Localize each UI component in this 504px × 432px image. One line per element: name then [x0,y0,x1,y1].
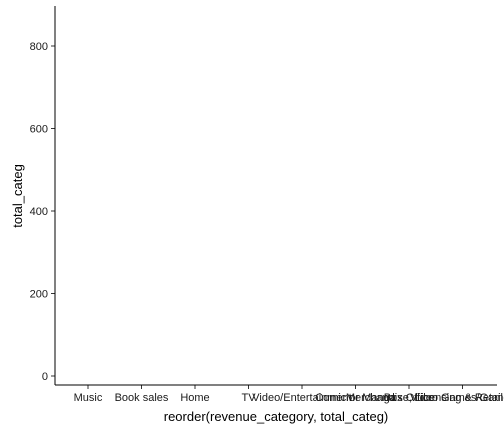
x-tick-label: Comic or Manga [315,392,397,404]
x-tick-label: Video/Entertainment [252,392,351,404]
y-tick-label: 400 [30,206,48,218]
x-axis-ticks: Music Book sales Home TVVideo/Entertainment… [74,385,504,404]
x-axis-title: reorder(revenue_category, total_categ) [164,409,389,424]
x-tick-label: Book sales [115,392,169,404]
y-axis-ticks: 0 200 400 600 800 [30,41,55,383]
x-tick-label: Music [74,392,103,404]
y-tick-label: 600 [30,124,48,136]
x-tick-label: TV [241,392,256,404]
y-tick-label: 0 [42,371,48,383]
y-tick-label: 800 [30,41,48,53]
y-tick-label: 200 [30,289,48,301]
x-tick-label: Box Office [384,392,435,404]
x-tick-label: Video Games/Games [410,392,504,404]
y-axis-title: total_categ [10,164,25,228]
x-tick-label: Merchandise, Licensing & Retail [346,392,503,404]
x-tick-label: Home [180,392,209,404]
